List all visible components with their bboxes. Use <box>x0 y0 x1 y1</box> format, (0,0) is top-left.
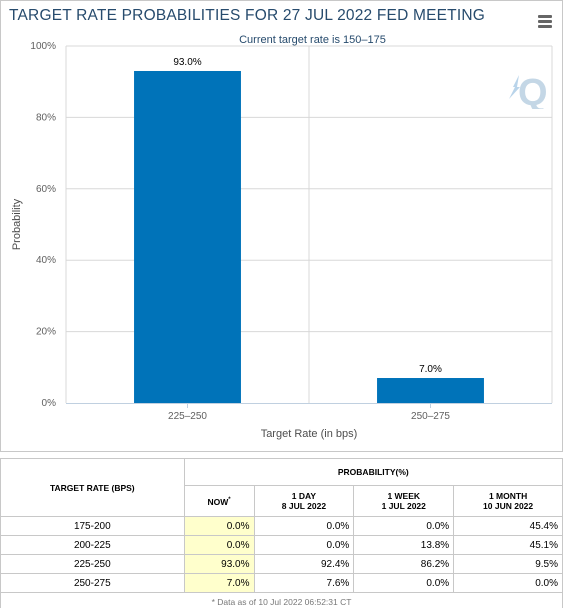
cell-week: 13.8% <box>353 535 455 555</box>
data-label: 7.0% <box>419 364 442 375</box>
header-1-day: 1 DAY 8 JUL 2022 <box>253 485 355 517</box>
cell-day: 0.0% <box>253 516 355 536</box>
x-tick-label: 250–275 <box>411 411 450 422</box>
cell-week: 86.2% <box>353 554 455 574</box>
data-label: 93.0% <box>173 57 201 68</box>
header-probability: PROBABILITY(%) <box>183 458 563 486</box>
watermark-letter: Q <box>518 72 547 109</box>
bar-chart: 0% 20% 40% 60% 80% 100% 93.0% 225–250 7.0% 250–27… <box>11 41 553 440</box>
x-axis-title: Target Rate (in bps) <box>261 428 358 440</box>
x-tick-label: 225–250 <box>168 411 207 422</box>
header-target-rate: TARGET RATE (BPS) <box>0 458 185 517</box>
probability-table: TARGET RATE (BPS) PROBABILITY(%) NOW* 1 … <box>0 458 563 608</box>
quikstrike-logo-icon: Q <box>509 72 547 109</box>
cell-month: 45.4% <box>453 516 563 536</box>
cell-now: 93.0% <box>183 554 255 574</box>
cell-now: 0.0% <box>183 535 255 555</box>
y-tick-label: 20% <box>36 327 56 338</box>
table-row: 225-250 93.0% 92.4% 86.2% 9.5% <box>0 554 563 574</box>
cell-day: 92.4% <box>253 554 355 574</box>
cell-now: 0.0% <box>183 516 255 536</box>
cell-month: 9.5% <box>453 554 563 574</box>
cell-rate: 200-225 <box>0 535 185 555</box>
header-1-week: 1 WEEK 1 JUL 2022 <box>353 485 455 517</box>
chart-title: TARGET RATE PROBABILITIES FOR 27 JUL 202… <box>9 7 486 24</box>
chart-panel: TARGET RATE PROBABILITIES FOR 27 JUL 202… <box>0 0 563 452</box>
cell-day: 7.6% <box>253 573 355 593</box>
y-tick-label: 80% <box>36 112 56 123</box>
cell-week: 0.0% <box>353 516 455 536</box>
cell-rate: 225-250 <box>0 554 185 574</box>
cell-day: 0.0% <box>253 535 355 555</box>
y-axis-title: Probability <box>11 198 23 250</box>
bar-250–275 <box>377 378 484 403</box>
y-tick-label: 100% <box>30 41 56 52</box>
lightning-bolt-icon <box>509 75 520 99</box>
cell-now: 7.0% <box>183 573 255 593</box>
bar-225–250 <box>134 70 241 404</box>
footnote: * Data as of 10 Jul 2022 06:52:31 CT <box>0 592 563 608</box>
y-tick-label: 40% <box>36 255 56 266</box>
table-row: 200-225 0.0% 0.0% 13.8% 45.1% <box>0 535 563 555</box>
hamburger-menu-icon[interactable] <box>538 15 552 29</box>
y-tick-label: 0% <box>42 398 57 409</box>
table-row: 250-275 7.0% 7.6% 0.0% 0.0% <box>0 573 563 593</box>
cell-rate: 175-200 <box>0 516 185 536</box>
cell-month: 0.0% <box>453 573 563 593</box>
cell-month: 45.1% <box>453 535 563 555</box>
chart-subtitle: Current target rate is 150–175 <box>239 34 386 46</box>
cell-week: 0.0% <box>353 573 455 593</box>
table-row: 175-200 0.0% 0.0% 0.0% 45.4% <box>0 516 563 536</box>
header-now: NOW* <box>183 485 255 517</box>
cell-rate: 250-275 <box>0 573 185 593</box>
header-1-month: 1 MONTH 10 JUN 2022 <box>453 485 563 517</box>
y-tick-label: 60% <box>36 184 56 195</box>
